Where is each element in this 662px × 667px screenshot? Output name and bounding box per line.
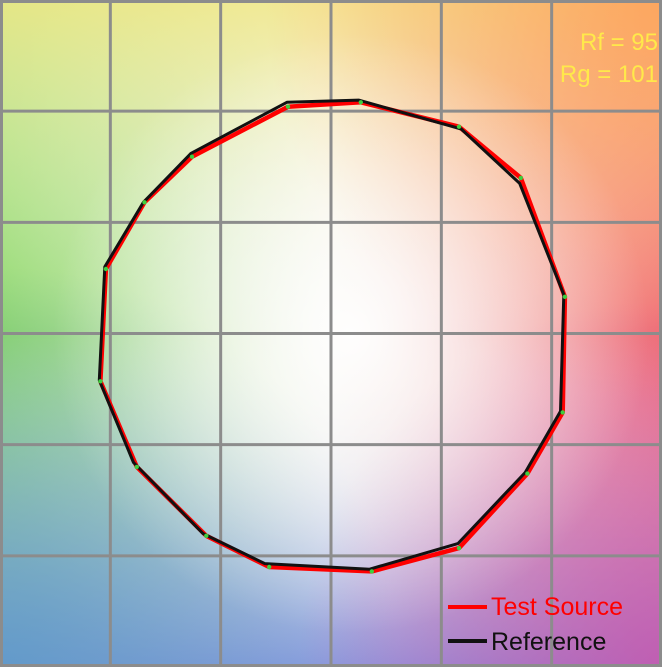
vertex-point: [103, 266, 109, 272]
series-layer: [97, 98, 568, 574]
metrics-block: Rf = 95 Rg = 101: [560, 29, 658, 88]
rg-value-label: Rg = 101: [560, 61, 658, 88]
vertex-point: [98, 379, 103, 384]
vertex-point: [456, 545, 462, 551]
vertex-point: [189, 154, 195, 159]
series-line-reference: [97, 98, 566, 571]
vertex-point: [358, 100, 363, 105]
vertex-point: [285, 104, 291, 109]
rf-value-label: Rf = 95: [580, 29, 658, 56]
legend-label-reference: Reference: [491, 628, 606, 656]
vertex-point: [142, 200, 147, 205]
vertex-point: [369, 569, 374, 574]
legend: Test Source Reference: [448, 593, 623, 656]
vertex-point: [204, 533, 209, 538]
vertex-point: [134, 464, 139, 470]
vertex-point: [562, 294, 568, 299]
legend-label-test-source: Test Source: [491, 593, 623, 621]
vertex-point: [560, 410, 565, 415]
vertex-point: [456, 124, 462, 129]
vertex-point: [525, 471, 530, 476]
vertex-point: [267, 564, 272, 570]
vertex-point: [518, 175, 523, 181]
